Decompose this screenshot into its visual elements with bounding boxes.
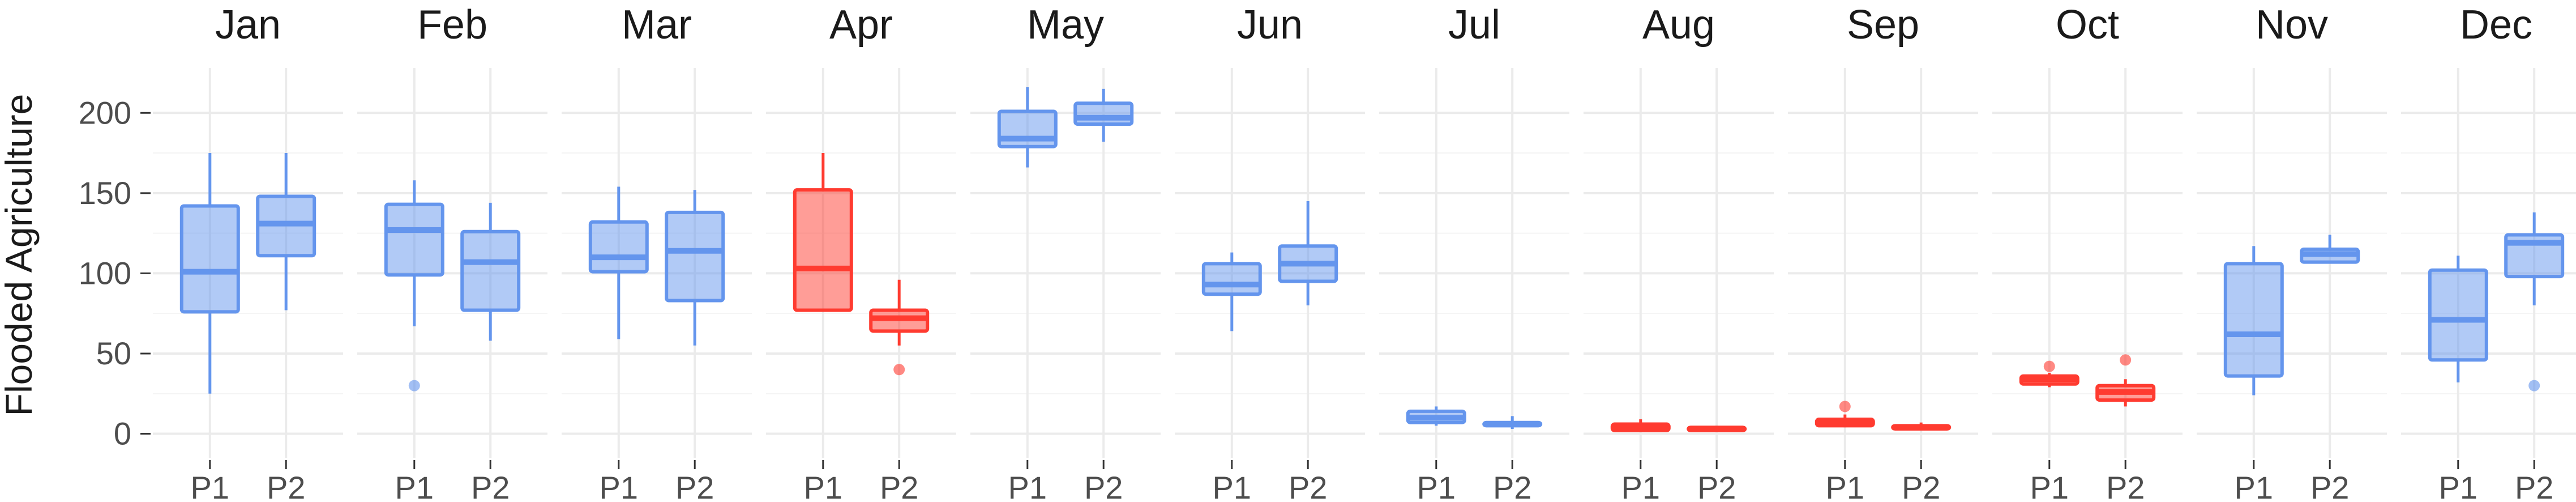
panel-title: Jun — [1237, 2, 1303, 48]
x-tick-label: P1 — [804, 470, 843, 502]
outlier-point — [2043, 360, 2055, 372]
x-tick-label: P1 — [1826, 470, 1865, 502]
x-tick-label: P2 — [1697, 470, 1736, 502]
x-tick-label: P1 — [2235, 470, 2274, 502]
outlier-point — [2120, 354, 2132, 366]
box-iqr — [1073, 101, 1134, 126]
box-iqr — [588, 220, 649, 274]
x-tick-label: P2 — [2310, 470, 2350, 502]
panel-title: Mar — [622, 2, 692, 48]
x-tick-label: P1 — [395, 470, 434, 502]
x-tick-label: P2 — [1493, 470, 1532, 502]
panel-title: Jan — [215, 2, 281, 48]
x-tick-label: P1 — [2030, 470, 2069, 502]
y-axis-label: Flooded Agriculture — [0, 94, 40, 416]
panel-title: Jul — [1448, 2, 1500, 48]
x-tick-label: P2 — [2106, 470, 2145, 502]
x-tick-label: P2 — [675, 470, 714, 502]
x-tick-label: P1 — [191, 470, 230, 502]
box-iqr — [384, 202, 444, 277]
x-tick-label: P1 — [2439, 470, 2478, 502]
box-iqr — [460, 229, 521, 312]
x-tick-label: P2 — [1902, 470, 1941, 502]
x-tick-label: P1 — [1213, 470, 1252, 502]
y-tick-label: 100 — [79, 255, 131, 291]
outlier-point — [2528, 380, 2540, 392]
y-tick-label: 200 — [79, 95, 131, 130]
box-iqr — [2223, 262, 2284, 378]
x-tick-label: P2 — [267, 470, 306, 502]
panel-title: Oct — [2056, 2, 2119, 48]
panel-title: Dec — [2460, 2, 2532, 48]
x-tick-label: P2 — [2515, 470, 2554, 502]
panel-title: May — [1027, 2, 1104, 48]
outlier-point — [408, 380, 420, 392]
panel-title: Feb — [417, 2, 487, 48]
y-tick-label: 50 — [96, 335, 131, 371]
outlier-point — [1839, 401, 1851, 412]
x-tick-label: P1 — [1621, 470, 1661, 502]
x-tick-label: P2 — [1084, 470, 1123, 502]
x-tick-label: P1 — [1417, 470, 1456, 502]
y-tick-label: 150 — [79, 175, 131, 211]
panel-title: Sep — [1847, 2, 1919, 48]
box-iqr — [793, 188, 853, 312]
panel-title: Apr — [829, 2, 893, 48]
outlier-point — [893, 364, 905, 376]
x-tick-label: P2 — [471, 470, 510, 502]
panel-title: Nov — [2256, 2, 2328, 48]
panel-title: Aug — [1642, 2, 1715, 48]
x-tick-label: P1 — [600, 470, 639, 502]
box-iqr — [179, 204, 240, 314]
x-tick-label: P1 — [1008, 470, 1047, 502]
box-iqr — [1201, 262, 1262, 296]
x-tick-label: P2 — [1289, 470, 1328, 502]
box-iqr — [2428, 268, 2488, 362]
y-tick-label: 0 — [114, 416, 131, 452]
box-iqr — [665, 210, 725, 303]
x-tick-label: P2 — [880, 470, 919, 502]
